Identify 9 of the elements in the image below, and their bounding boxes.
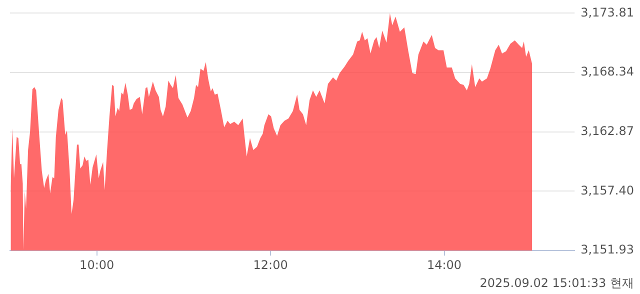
y-tick-label: 3,151.93 <box>580 242 634 257</box>
y-tick-label: 3,168.34 <box>580 64 634 79</box>
x-tick-label: 10:00 <box>80 258 114 272</box>
x-tick-label: 12:00 <box>253 258 288 272</box>
y-tick-label: 3,173.81 <box>580 5 634 20</box>
y-tick-label: 3,162.87 <box>580 124 634 138</box>
y-tick-label: 3,157.40 <box>580 183 634 198</box>
text: 2025.09.02 15:01:33 현재 <box>480 275 634 292</box>
x-tick-label: 14:00 <box>426 258 462 272</box>
